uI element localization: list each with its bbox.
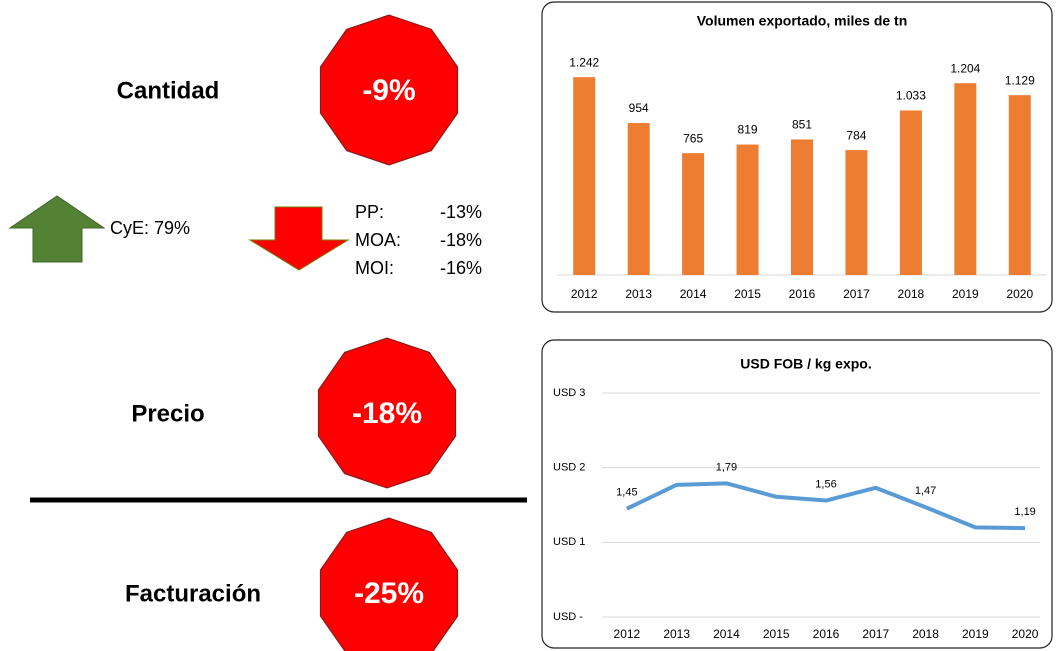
data-label: 1.204 bbox=[950, 61, 980, 75]
cye-label: CyE: 79% bbox=[110, 218, 190, 238]
data-label: 1.242 bbox=[569, 55, 599, 69]
data-label: 1,19 bbox=[1014, 506, 1035, 518]
breakdown-label: PP: bbox=[355, 202, 384, 222]
x-tick-label: 2014 bbox=[713, 627, 740, 641]
bar bbox=[627, 123, 650, 275]
x-tick-label: 2014 bbox=[680, 287, 707, 301]
x-tick-label: 2015 bbox=[763, 627, 790, 641]
chart-title: Volumen exportado, miles de tn bbox=[697, 13, 908, 29]
summary-change: -18% bbox=[352, 397, 422, 430]
summary-change: -9% bbox=[362, 74, 415, 107]
bar bbox=[954, 83, 977, 275]
down-arrow bbox=[248, 206, 350, 271]
x-tick-label: 2019 bbox=[952, 287, 979, 301]
y-tick-label: USD - bbox=[553, 611, 583, 623]
breakdown-change: -16% bbox=[440, 258, 482, 278]
data-label: 1,56 bbox=[815, 478, 836, 490]
data-label: 1.033 bbox=[896, 89, 926, 103]
stop-shape bbox=[319, 14, 459, 166]
bar bbox=[1008, 95, 1031, 275]
x-tick-label: 2018 bbox=[898, 287, 925, 301]
summary-change: -25% bbox=[354, 577, 424, 610]
x-tick-label: 2017 bbox=[843, 287, 870, 301]
data-label: 784 bbox=[846, 128, 866, 142]
x-tick-label: 2020 bbox=[1006, 287, 1033, 301]
x-tick-label: 2015 bbox=[734, 287, 761, 301]
y-tick-label: USD 2 bbox=[553, 462, 585, 474]
data-label: 1,79 bbox=[716, 461, 737, 473]
summary-label: Precio bbox=[131, 400, 204, 427]
x-tick-label: 2013 bbox=[663, 627, 690, 641]
breakdown-change: -13% bbox=[440, 202, 482, 222]
x-tick-label: 2012 bbox=[614, 627, 641, 641]
data-label: 954 bbox=[629, 101, 649, 115]
x-tick-label: 2013 bbox=[625, 287, 652, 301]
breakdown-change: -18% bbox=[440, 230, 482, 250]
x-tick-label: 2017 bbox=[862, 627, 889, 641]
x-tick-label: 2020 bbox=[1012, 627, 1039, 641]
x-tick-label: 2012 bbox=[571, 287, 598, 301]
data-label: 851 bbox=[792, 118, 812, 132]
stop-shape bbox=[319, 517, 459, 651]
stop-shape bbox=[317, 337, 457, 489]
chart-title: USD FOB / kg expo. bbox=[740, 356, 871, 372]
data-label: 1,45 bbox=[616, 487, 637, 499]
bar bbox=[845, 150, 868, 275]
bar bbox=[791, 139, 813, 275]
y-tick-label: USD 3 bbox=[553, 387, 585, 399]
line bbox=[626, 481, 1026, 531]
x-tick-label: 2019 bbox=[962, 627, 989, 641]
up-arrow bbox=[8, 195, 106, 263]
summary-label: Facturación bbox=[125, 580, 261, 607]
x-tick-label: 2016 bbox=[789, 287, 816, 301]
summary-label: Cantidad bbox=[117, 77, 220, 104]
bar bbox=[736, 144, 759, 275]
bar bbox=[573, 77, 596, 275]
line-chart-frame bbox=[541, 339, 1053, 649]
x-tick-label: 2016 bbox=[813, 627, 840, 641]
y-tick-label: USD 1 bbox=[553, 536, 585, 548]
data-label: 819 bbox=[738, 123, 758, 137]
data-label: 1.129 bbox=[1005, 73, 1035, 87]
breakdown-label: MOI: bbox=[355, 258, 394, 278]
x-tick-label: 2018 bbox=[912, 627, 939, 641]
data-label: 1,47 bbox=[915, 485, 936, 497]
breakdown-label: MOA: bbox=[355, 230, 401, 250]
bar bbox=[682, 153, 705, 275]
bar bbox=[899, 110, 922, 275]
data-label: 765 bbox=[683, 131, 703, 145]
